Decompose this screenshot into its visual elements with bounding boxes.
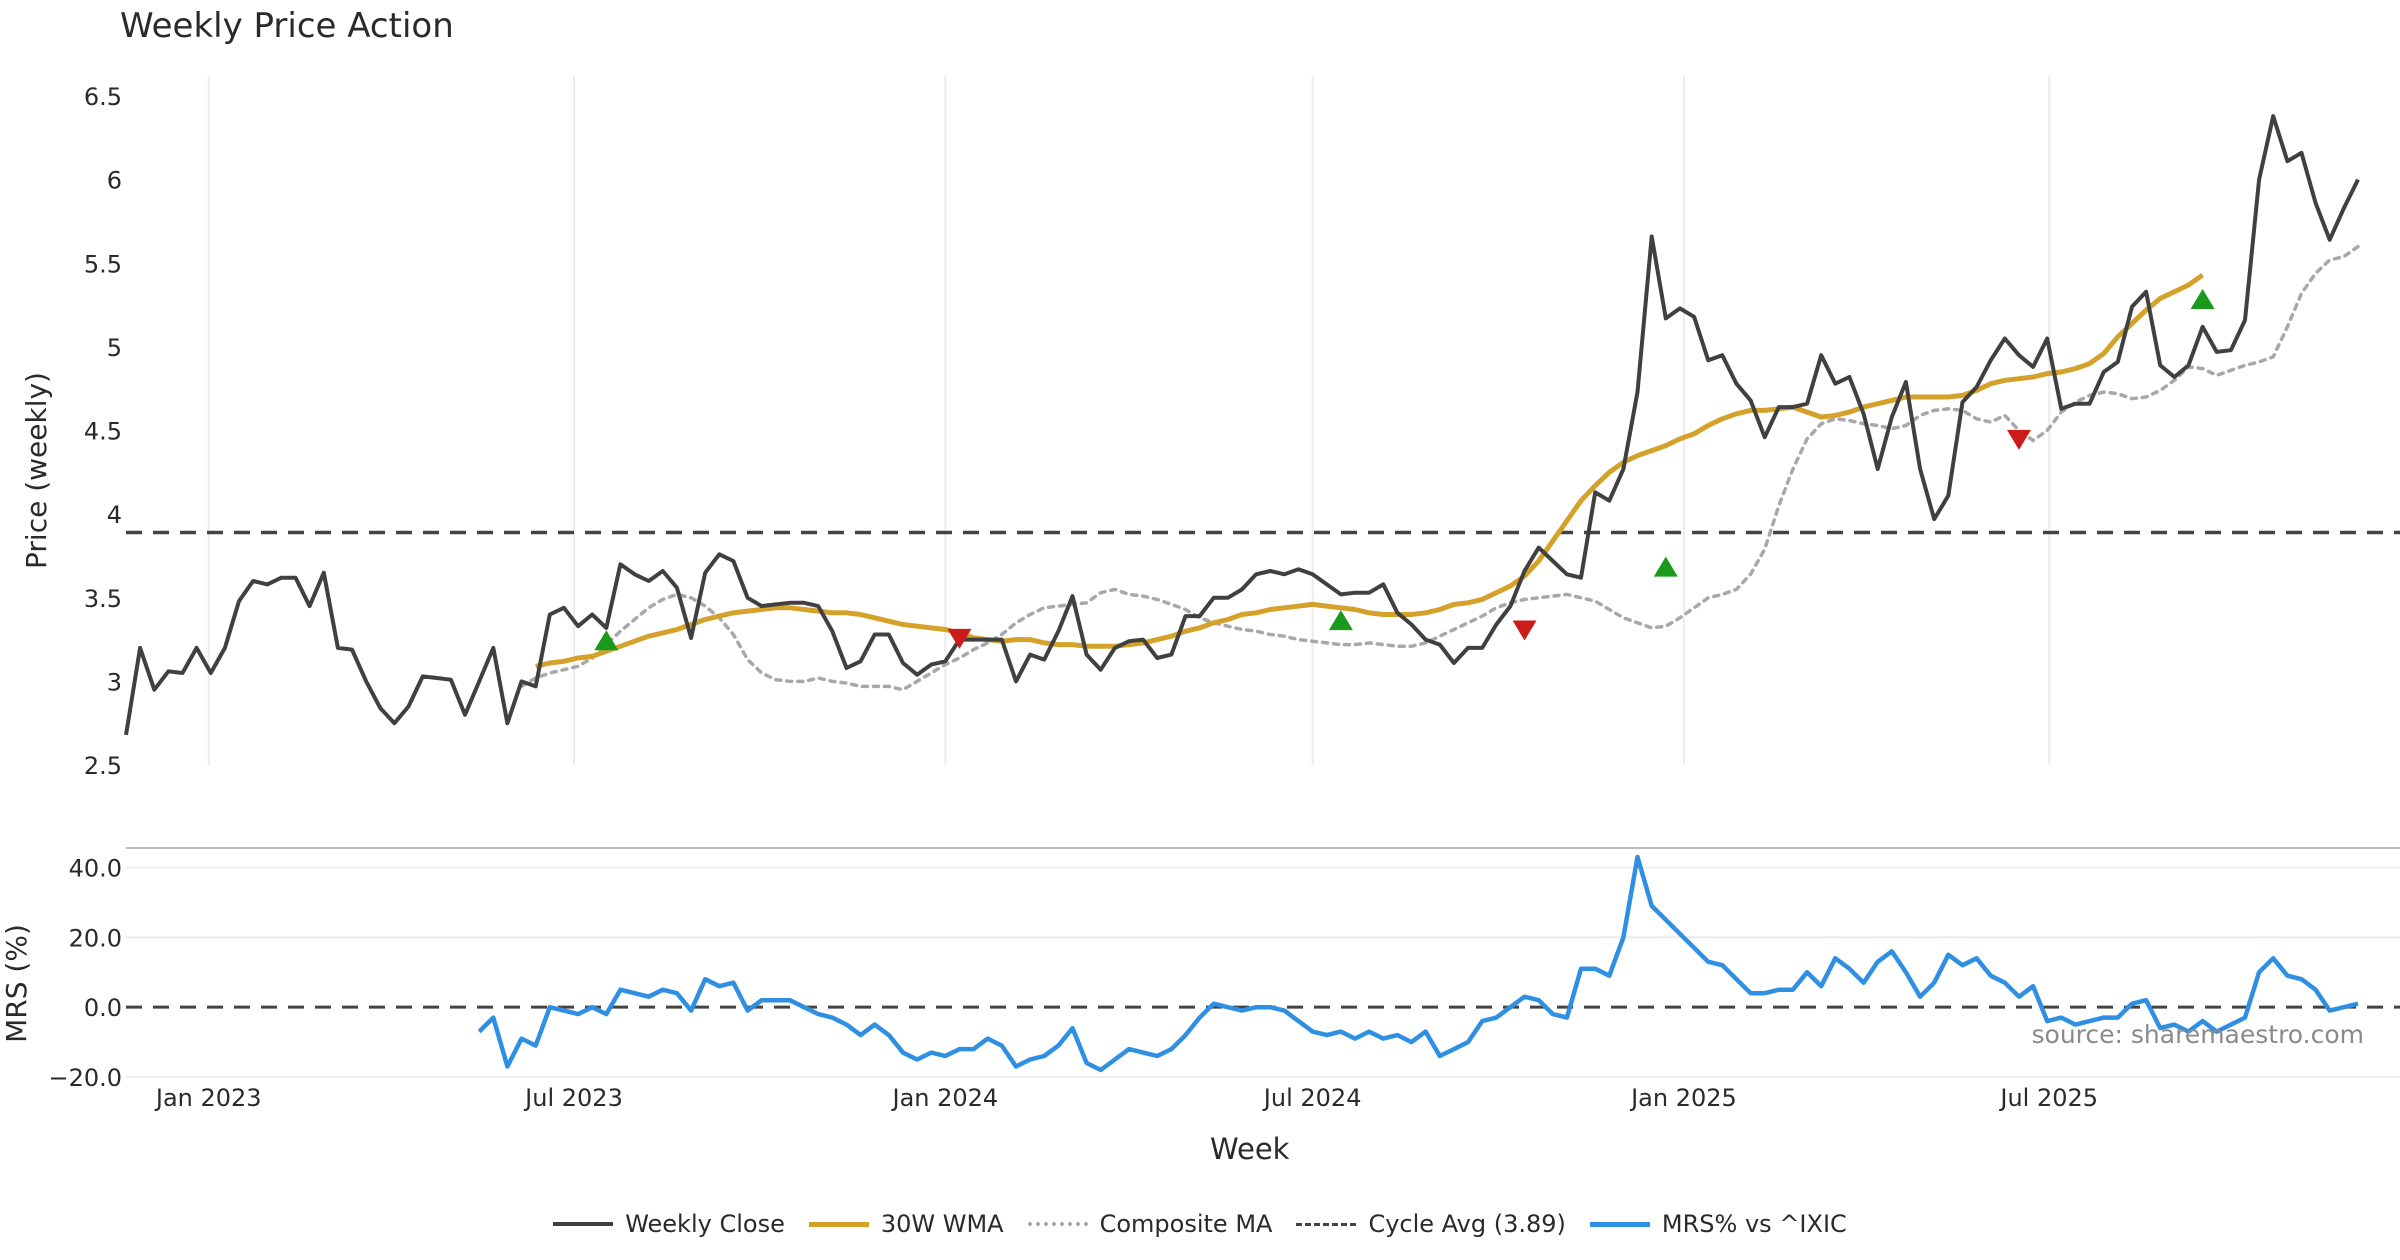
price-ytick-label: 2.5 [84,752,122,780]
legend-item-composite: Composite MA [1027,1210,1273,1238]
legend-label-wma: 30W WMA [880,1210,1004,1238]
price-panel: 2.5 3 3.5 4 4.5 5 5.5 6 6.5 Price (weekly) [20,76,2400,780]
sell-signal-marker [2006,429,2031,450]
mrs-ytick-label: 0.0 [84,994,122,1022]
legend-item-cycle: Cycle Avg (3.89) [1296,1210,1566,1238]
price-ytick-label: 5 [107,334,122,362]
legend-label-mrs: MRS% vs ^IXIC [1661,1210,1847,1238]
mrs-panel: −20.0 0.0 20.0 40.0 MRS (%) Jan 2023 Jul 2023 J… [0,847,2400,1112]
wma-30w-line [535,272,2205,669]
composite-ma-line [519,244,2360,692]
legend-label-close: Weekly Close [625,1210,785,1238]
buy-signal-marker [1328,610,1353,631]
source-note: source: sharemaestro.com [2031,1020,2365,1049]
mrs-line [477,854,2359,1073]
mrs-ytick-label: 20.0 [69,924,122,952]
x-tick-label: Jul 2025 [1998,1084,2098,1112]
legend: Weekly Close 30W WMA Composite MA Cycle … [0,1210,2400,1238]
sell-signal-marker [947,628,972,649]
legend-swatch-composite [1027,1222,1088,1226]
price-ytick-label: 5.5 [84,250,122,278]
legend-label-composite: Composite MA [1099,1210,1273,1238]
sell-signal-marker [1512,620,1537,641]
x-axis-label: Week [1210,1132,1290,1166]
legend-item-mrs: MRS% vs ^IXIC [1589,1210,1847,1238]
legend-swatch-mrs [1589,1221,1650,1227]
price-ytick-label: 4 [107,501,122,529]
x-tick-label: Jan 2025 [1629,1084,1737,1112]
mrs-y-axis-label: MRS (%) [0,924,33,1043]
legend-label-cycle: Cycle Avg (3.89) [1368,1210,1566,1238]
buy-signal-marker [1653,556,1678,577]
buy-signal-marker [594,630,619,651]
x-tick-label: Jul 2023 [523,1084,623,1112]
mrs-ytick-label: −20.0 [48,1064,122,1092]
price-y-axis-label: Price (weekly) [20,372,53,569]
legend-swatch-wma [808,1221,869,1227]
legend-swatch-cycle [1296,1222,1357,1226]
x-tick-label: Jan 2023 [154,1084,262,1112]
price-ytick-label: 6 [107,167,122,195]
x-tick-label: Jan 2024 [890,1084,998,1112]
price-ytick-label: 6.5 [84,83,122,111]
price-ytick-label: 4.5 [84,418,122,446]
chart-title: Weekly Price Action [120,6,454,46]
legend-item-wma: 30W WMA [808,1210,1004,1238]
weekly-close-line [124,114,2360,736]
x-tick-label: Jul 2024 [1262,1084,1362,1112]
price-ytick-label: 3.5 [84,585,122,613]
buy-signal-marker [2190,289,2215,310]
legend-item-close: Weekly Close [553,1210,785,1238]
mrs-ytick-label: 40.0 [69,854,122,882]
price-ytick-label: 3 [107,668,122,696]
legend-swatch-close [553,1222,614,1226]
